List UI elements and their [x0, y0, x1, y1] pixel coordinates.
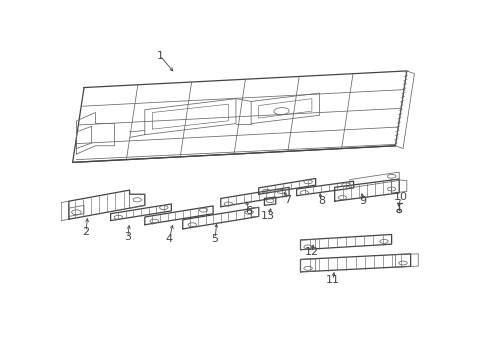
Text: 3: 3 — [124, 232, 131, 242]
Text: 1: 1 — [156, 51, 164, 61]
Text: 10: 10 — [394, 192, 408, 202]
Text: 4: 4 — [166, 234, 173, 244]
Text: 6: 6 — [245, 206, 253, 216]
Text: 2: 2 — [82, 227, 90, 237]
Text: 11: 11 — [326, 275, 340, 285]
Text: 13: 13 — [261, 211, 275, 221]
Text: 5: 5 — [212, 234, 219, 244]
Text: 12: 12 — [305, 247, 319, 257]
Text: 9: 9 — [360, 196, 367, 206]
Text: 7: 7 — [284, 195, 291, 205]
Text: 8: 8 — [318, 196, 325, 206]
